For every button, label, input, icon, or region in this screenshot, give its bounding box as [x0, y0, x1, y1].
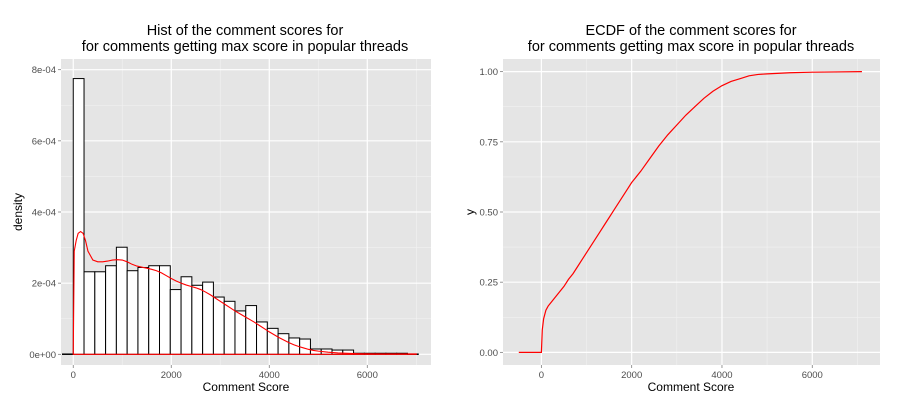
ecdf-gridlines: [503, 59, 880, 365]
hist-x-tick-label: 4000: [259, 370, 280, 381]
histogram-chart: Hist of the comment scores for for comme…: [11, 23, 431, 394]
hist-bar: [72, 78, 85, 355]
ecdf-y-tick-label: 1.00: [480, 67, 499, 78]
hist-bar: [137, 267, 150, 355]
hist-bar: [234, 310, 247, 355]
ecdf-x-axis-title: Comment Score: [648, 380, 735, 394]
hist-bar: [105, 265, 117, 355]
hist-bar: [94, 271, 107, 355]
hist-bar: [148, 265, 161, 355]
hist-x-tick-labels: 0 2000 4000 6000: [71, 365, 378, 381]
ecdf-x-tick-labels: 0 2000 4000 6000: [539, 365, 823, 381]
ecdf-x-tick-label: 4000: [711, 370, 732, 381]
hist-x-tick-label: 0: [71, 370, 76, 381]
ecdf-x-tick-label: 6000: [802, 370, 823, 381]
hist-y-tick-label: 4e-04: [32, 208, 56, 219]
hist-bar: [159, 265, 171, 355]
hist-bar: [191, 284, 204, 355]
ecdf-title-line1: ECDF of the comment scores for: [585, 23, 796, 39]
hist-y-tick-label: 0e+00: [29, 350, 56, 361]
hist-density-curve: [72, 230, 417, 355]
hist-title-line2: for comments getting max score in popula…: [82, 39, 408, 55]
hist-title-line1: Hist of the comment scores for: [147, 23, 344, 39]
hist-y-tick-label: 8e-04: [32, 65, 56, 76]
hist-bar: [169, 289, 182, 355]
hist-density-layer: [72, 230, 417, 355]
ecdf-title-line2: for comments getting max score in popula…: [528, 39, 854, 55]
hist-bar: [299, 338, 311, 355]
ecdf-y-tick-label: 0.50: [480, 208, 499, 219]
hist-x-axis-title: Comment Score: [203, 380, 290, 394]
hist-y-tick-labels: 0e+00 2e-04 4e-04 6e-04 8e-04: [29, 65, 61, 361]
ecdf-line-layer: [518, 71, 862, 353]
hist-bar: [115, 246, 128, 355]
hist-x-tick-label: 6000: [357, 370, 378, 381]
hist-bar: [180, 276, 193, 355]
hist-bar: [83, 271, 96, 355]
ecdf-y-tick-label: 0.75: [480, 137, 499, 148]
hist-x-tick-label: 2000: [161, 370, 182, 381]
ecdf-y-tick-label: 0.00: [480, 348, 499, 359]
ecdf-line: [518, 71, 862, 353]
ecdf-x-tick-label: 0: [539, 370, 544, 381]
ecdf-x-tick-label: 2000: [621, 370, 642, 381]
hist-bar: [277, 333, 290, 355]
hist-bar: [212, 296, 225, 355]
ecdf-y-tick-labels: 0.00 0.25 0.50 0.75 1.00: [480, 67, 503, 359]
hist-y-tick-label: 2e-04: [32, 279, 56, 290]
hist-y-tick-label: 6e-04: [32, 136, 56, 147]
ecdf-y-tick-label: 0.25: [480, 278, 499, 289]
hist-bar: [126, 270, 139, 355]
hist-bar: [61, 353, 74, 355]
hist-bar: [245, 305, 258, 355]
ecdf-y-axis-title: y: [463, 209, 477, 215]
hist-y-axis-title: density: [11, 193, 25, 231]
ecdf-chart: ECDF of the comment scores for for comme…: [463, 23, 880, 394]
